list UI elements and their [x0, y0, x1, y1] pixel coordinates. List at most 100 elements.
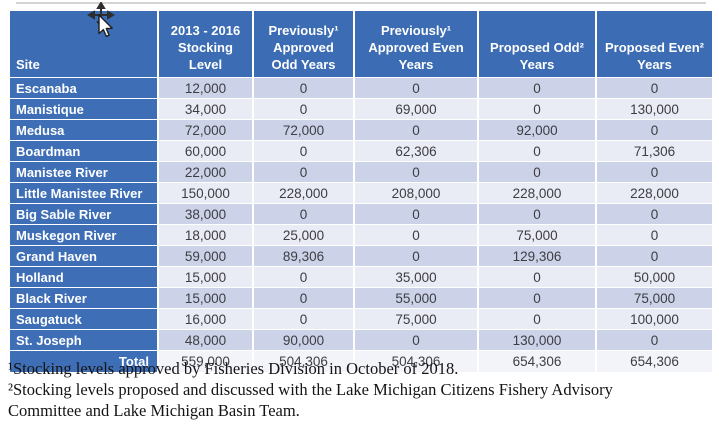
value-cell: 75,000	[595, 287, 714, 309]
value-cell: 71,306	[595, 140, 714, 162]
site-cell: St. Joseph	[8, 329, 159, 351]
value-cell: 60,000	[157, 140, 254, 162]
table-row: St. Joseph 48,000 90,000 0 130,000 0	[8, 329, 714, 351]
value-cell: 0	[477, 287, 597, 309]
value-cell: 15,000	[157, 266, 254, 288]
value-cell: 72,000	[252, 119, 355, 141]
value-cell: 59,000	[157, 245, 254, 267]
value-cell: 0	[252, 161, 355, 183]
value-cell: 0	[353, 119, 479, 141]
table-row: Big Sable River 38,000 0 0 0 0	[8, 203, 714, 225]
site-cell: Holland	[8, 266, 159, 288]
value-cell: 0	[252, 203, 355, 225]
top-divider-line	[16, 2, 706, 4]
table-row: Manistique 34,000 0 69,000 0 130,000	[8, 98, 714, 120]
value-cell: 0	[595, 245, 714, 267]
value-cell: 0	[595, 329, 714, 351]
column-header-previously-approved-odd: Previously¹ Approved Odd Years	[252, 10, 355, 78]
value-cell: 0	[477, 161, 597, 183]
value-cell: 0	[477, 266, 597, 288]
value-cell: 0	[477, 98, 597, 120]
column-header-proposed-even: Proposed Even² Years	[595, 10, 714, 78]
value-cell: 0	[477, 308, 597, 330]
header-row: Site 2013 - 2016 Stocking Level Previous…	[8, 10, 714, 78]
value-cell: 0	[252, 98, 355, 120]
value-cell: 130,000	[595, 98, 714, 120]
value-cell: 0	[252, 266, 355, 288]
value-cell: 0	[252, 77, 355, 99]
value-cell: 0	[252, 140, 355, 162]
site-cell: Little Manistee River	[8, 182, 159, 204]
value-cell: 0	[595, 119, 714, 141]
total-row: Total 559,000 504,306 504,306 654,306 654,306	[8, 350, 714, 373]
value-cell: 0	[252, 287, 355, 309]
total-value-cell: 559,000	[157, 350, 254, 373]
value-cell: 0	[595, 203, 714, 225]
total-value-cell: 504,306	[353, 350, 479, 373]
column-header-2013-2016-stocking-level: 2013 - 2016 Stocking Level	[157, 10, 254, 78]
table-row: Holland 15,000 0 35,000 0 50,000	[8, 266, 714, 288]
site-cell: Grand Haven	[8, 245, 159, 267]
table-row: Black River 15,000 0 55,000 0 75,000	[8, 287, 714, 309]
value-cell: 0	[252, 308, 355, 330]
total-value-cell: 654,306	[595, 350, 714, 373]
value-cell: 130,000	[477, 329, 597, 351]
value-cell: 0	[595, 224, 714, 246]
value-cell: 92,000	[477, 119, 597, 141]
footnotes-block: ¹Stocking levels approved by Fisheries D…	[8, 358, 668, 421]
value-cell: 228,000	[477, 182, 597, 204]
table-row: Boardman 60,000 0 62,306 0 71,306	[8, 140, 714, 162]
value-cell: 0	[353, 329, 479, 351]
value-cell: 75,000	[353, 308, 479, 330]
site-cell: Escanaba	[8, 77, 159, 99]
table-row: Saugatuck 16,000 0 75,000 0 100,000	[8, 308, 714, 330]
value-cell: 18,000	[157, 224, 254, 246]
value-cell: 35,000	[353, 266, 479, 288]
value-cell: 89,306	[252, 245, 355, 267]
footnote-2: ²Stocking levels proposed and discussed …	[8, 380, 613, 420]
table-row: Medusa 72,000 72,000 0 92,000 0	[8, 119, 714, 141]
site-cell: Black River	[8, 287, 159, 309]
value-cell: 90,000	[252, 329, 355, 351]
value-cell: 0	[477, 140, 597, 162]
total-value-cell: 654,306	[477, 350, 597, 373]
value-cell: 34,000	[157, 98, 254, 120]
value-cell: 38,000	[157, 203, 254, 225]
table-row: Muskegon River 18,000 25,000 0 75,000 0	[8, 224, 714, 246]
value-cell: 0	[353, 245, 479, 267]
value-cell: 72,000	[157, 119, 254, 141]
site-cell: Manistee River	[8, 161, 159, 183]
value-cell: 69,000	[353, 98, 479, 120]
value-cell: 0	[353, 161, 479, 183]
value-cell: 62,306	[353, 140, 479, 162]
value-cell: 0	[477, 203, 597, 225]
total-value-cell: 504,306	[252, 350, 355, 373]
value-cell: 100,000	[595, 308, 714, 330]
table-row: Escanaba 12,000 0 0 0 0	[8, 77, 714, 99]
value-cell: 0	[353, 224, 479, 246]
value-cell: 150,000	[157, 182, 254, 204]
value-cell: 228,000	[252, 182, 355, 204]
site-cell: Muskegon River	[8, 224, 159, 246]
value-cell: 0	[353, 203, 479, 225]
column-header-site: Site	[8, 10, 159, 78]
value-cell: 48,000	[157, 329, 254, 351]
site-cell: Medusa	[8, 119, 159, 141]
site-cell: Big Sable River	[8, 203, 159, 225]
column-header-previously-approved-even: Previously¹ Approved Even Years	[353, 10, 479, 78]
stocking-levels-table: Site 2013 - 2016 Stocking Level Previous…	[8, 10, 714, 373]
site-cell: Manistique	[8, 98, 159, 120]
value-cell: 12,000	[157, 77, 254, 99]
value-cell: 0	[353, 77, 479, 99]
value-cell: 75,000	[477, 224, 597, 246]
value-cell: 0	[477, 77, 597, 99]
site-cell: Boardman	[8, 140, 159, 162]
value-cell: 16,000	[157, 308, 254, 330]
value-cell: 228,000	[595, 182, 714, 204]
value-cell: 208,000	[353, 182, 479, 204]
total-label-cell: Total	[8, 350, 159, 373]
value-cell: 0	[595, 77, 714, 99]
site-cell: Saugatuck	[8, 308, 159, 330]
value-cell: 55,000	[353, 287, 479, 309]
